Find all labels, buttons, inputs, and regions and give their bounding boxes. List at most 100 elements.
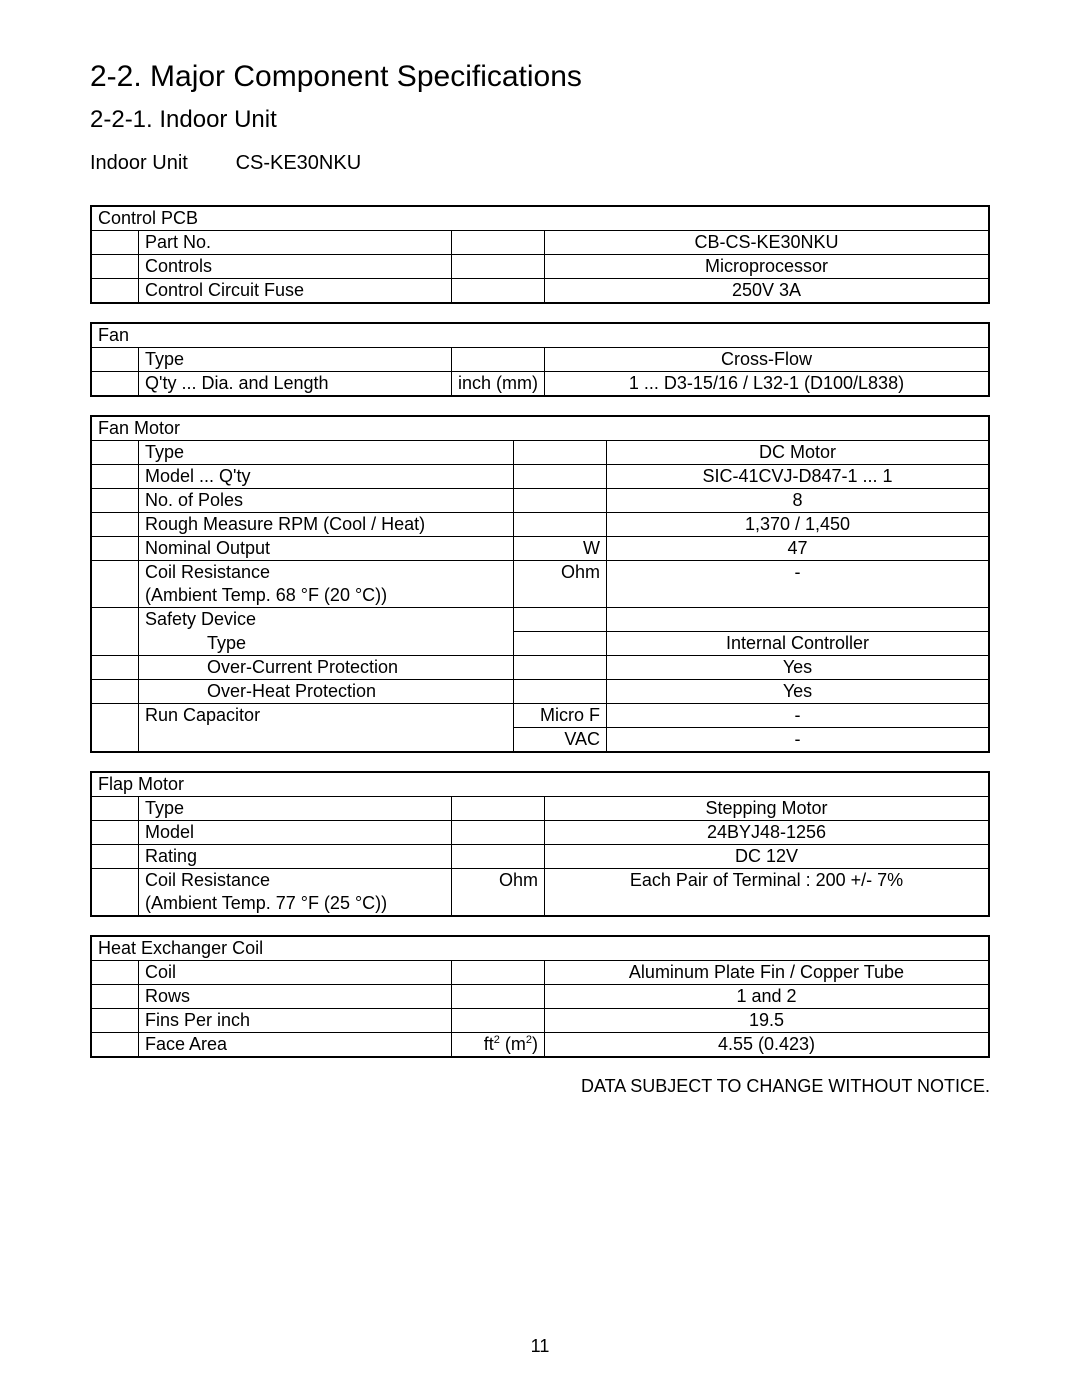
indent-cell bbox=[91, 231, 139, 255]
spec-value: Yes bbox=[607, 655, 990, 679]
spec-value: Cross-Flow bbox=[545, 348, 990, 372]
spec-label: Over-Current Protection bbox=[139, 655, 514, 679]
spec-value: - bbox=[607, 727, 990, 752]
spec-unit bbox=[514, 465, 607, 489]
spec-label: Over-Heat Protection bbox=[139, 679, 514, 703]
spec-unit bbox=[514, 441, 607, 465]
spec-label bbox=[139, 727, 514, 752]
spec-unit bbox=[514, 584, 607, 608]
indent-cell bbox=[91, 960, 139, 984]
spec-unit bbox=[514, 679, 607, 703]
spec-label: Coil Resistance bbox=[139, 561, 514, 585]
spec-value: - bbox=[607, 703, 990, 727]
spec-label: Type bbox=[139, 796, 452, 820]
spec-value: 47 bbox=[607, 537, 990, 561]
indent-cell bbox=[91, 868, 139, 892]
spec-unit: Ohm bbox=[514, 561, 607, 585]
indent-cell bbox=[91, 465, 139, 489]
spec-unit bbox=[514, 655, 607, 679]
spec-label: Safety Device bbox=[139, 608, 514, 632]
indent-cell bbox=[91, 655, 139, 679]
spec-value: 19.5 bbox=[545, 1008, 990, 1032]
spec-sublabel: (Ambient Temp. 77 °F (25 °C)) bbox=[139, 892, 452, 916]
spec-unit bbox=[514, 513, 607, 537]
spec-label: Model bbox=[139, 820, 452, 844]
spec-value: Microprocessor bbox=[545, 255, 990, 279]
spec-label: Rating bbox=[139, 844, 452, 868]
spec-table: Fan MotorTypeDC MotorModel ... Q'tySIC-4… bbox=[90, 415, 990, 753]
spec-unit bbox=[452, 1008, 545, 1032]
spec-unit bbox=[452, 796, 545, 820]
spec-table: Flap MotorType Stepping Motor Model 24BYJ48… bbox=[90, 771, 990, 917]
subsection-heading: 2-2-1. Indoor Unit bbox=[90, 106, 990, 134]
indent-cell bbox=[91, 561, 139, 585]
spec-unit: W bbox=[514, 537, 607, 561]
spec-label: Type bbox=[139, 631, 514, 655]
indent-cell bbox=[91, 441, 139, 465]
indent-cell bbox=[91, 892, 139, 916]
indent-cell bbox=[91, 631, 139, 655]
group-header: Fan bbox=[91, 323, 989, 348]
spec-label: Type bbox=[139, 441, 514, 465]
unit-label: Indoor Unit bbox=[90, 152, 230, 175]
indent-cell bbox=[91, 984, 139, 1008]
spec-unit: Ohm bbox=[452, 868, 545, 892]
spec-unit bbox=[452, 960, 545, 984]
indent-cell bbox=[91, 279, 139, 304]
indent-cell bbox=[91, 372, 139, 397]
spec-label: Coil Resistance bbox=[139, 868, 452, 892]
spec-label: Nominal Output bbox=[139, 537, 514, 561]
spec-label: Controls bbox=[139, 255, 452, 279]
spec-table: Heat Exchanger CoilCoilAluminum Plate Fi… bbox=[90, 935, 990, 1058]
indent-cell bbox=[91, 1032, 139, 1057]
spec-unit bbox=[452, 255, 545, 279]
spec-value: - bbox=[607, 561, 990, 585]
indent-cell bbox=[91, 703, 139, 727]
spec-value: 24BYJ48-1256 bbox=[545, 820, 990, 844]
spec-value: Yes bbox=[607, 679, 990, 703]
unit-line: Indoor Unit CS-KE30NKU bbox=[90, 152, 990, 175]
spec-value: DC 12V bbox=[545, 844, 990, 868]
spec-unit bbox=[452, 984, 545, 1008]
spec-label: Control Circuit Fuse bbox=[139, 279, 452, 304]
group-header: Fan Motor bbox=[91, 416, 989, 441]
spec-value: Aluminum Plate Fin / Copper Tube bbox=[545, 960, 990, 984]
spec-unit: Micro F bbox=[514, 703, 607, 727]
indent-cell bbox=[91, 1008, 139, 1032]
spec-label: Model ... Q'ty bbox=[139, 465, 514, 489]
unit-model: CS-KE30NKU bbox=[236, 152, 362, 174]
spec-unit bbox=[514, 631, 607, 655]
spec-tables-container: Control PCBPart No.CB-CS-KE30NKUControls… bbox=[90, 205, 990, 1058]
spec-value: 1 and 2 bbox=[545, 984, 990, 1008]
spec-value: 1,370 / 1,450 bbox=[607, 513, 990, 537]
spec-value: 4.55 (0.423) bbox=[545, 1032, 990, 1057]
spec-value: 8 bbox=[607, 489, 990, 513]
spec-label: Q'ty ... Dia. and Length bbox=[139, 372, 452, 397]
group-header: Flap Motor bbox=[91, 772, 989, 797]
indent-cell bbox=[91, 255, 139, 279]
indent-cell bbox=[91, 679, 139, 703]
group-header: Control PCB bbox=[91, 206, 989, 231]
spec-label: Part No. bbox=[139, 231, 452, 255]
section-heading: 2-2. Major Component Specifications bbox=[90, 60, 990, 94]
spec-table: Control PCBPart No.CB-CS-KE30NKUControls… bbox=[90, 205, 990, 304]
spec-value bbox=[607, 584, 990, 608]
spec-value: Internal Controller bbox=[607, 631, 990, 655]
spec-label: Rows bbox=[139, 984, 452, 1008]
spec-unit bbox=[452, 892, 545, 916]
spec-value: SIC-41CVJ-D847-1 ... 1 bbox=[607, 465, 990, 489]
spec-unit bbox=[452, 231, 545, 255]
spec-label: Rough Measure RPM (Cool / Heat) bbox=[139, 513, 514, 537]
spec-table: FanTypeCross-FlowQ'ty ... Dia. and Lengt… bbox=[90, 322, 990, 397]
indent-cell bbox=[91, 727, 139, 752]
indent-cell bbox=[91, 820, 139, 844]
page-number: 11 bbox=[0, 1336, 1080, 1357]
spec-unit bbox=[452, 279, 545, 304]
spec-unit: VAC bbox=[514, 727, 607, 752]
spec-unit: inch (mm) bbox=[452, 372, 545, 397]
indent-cell bbox=[91, 584, 139, 608]
spec-value: 250V 3A bbox=[545, 279, 990, 304]
spec-unit bbox=[452, 348, 545, 372]
indent-cell bbox=[91, 844, 139, 868]
spec-value: Stepping Motor bbox=[545, 796, 990, 820]
